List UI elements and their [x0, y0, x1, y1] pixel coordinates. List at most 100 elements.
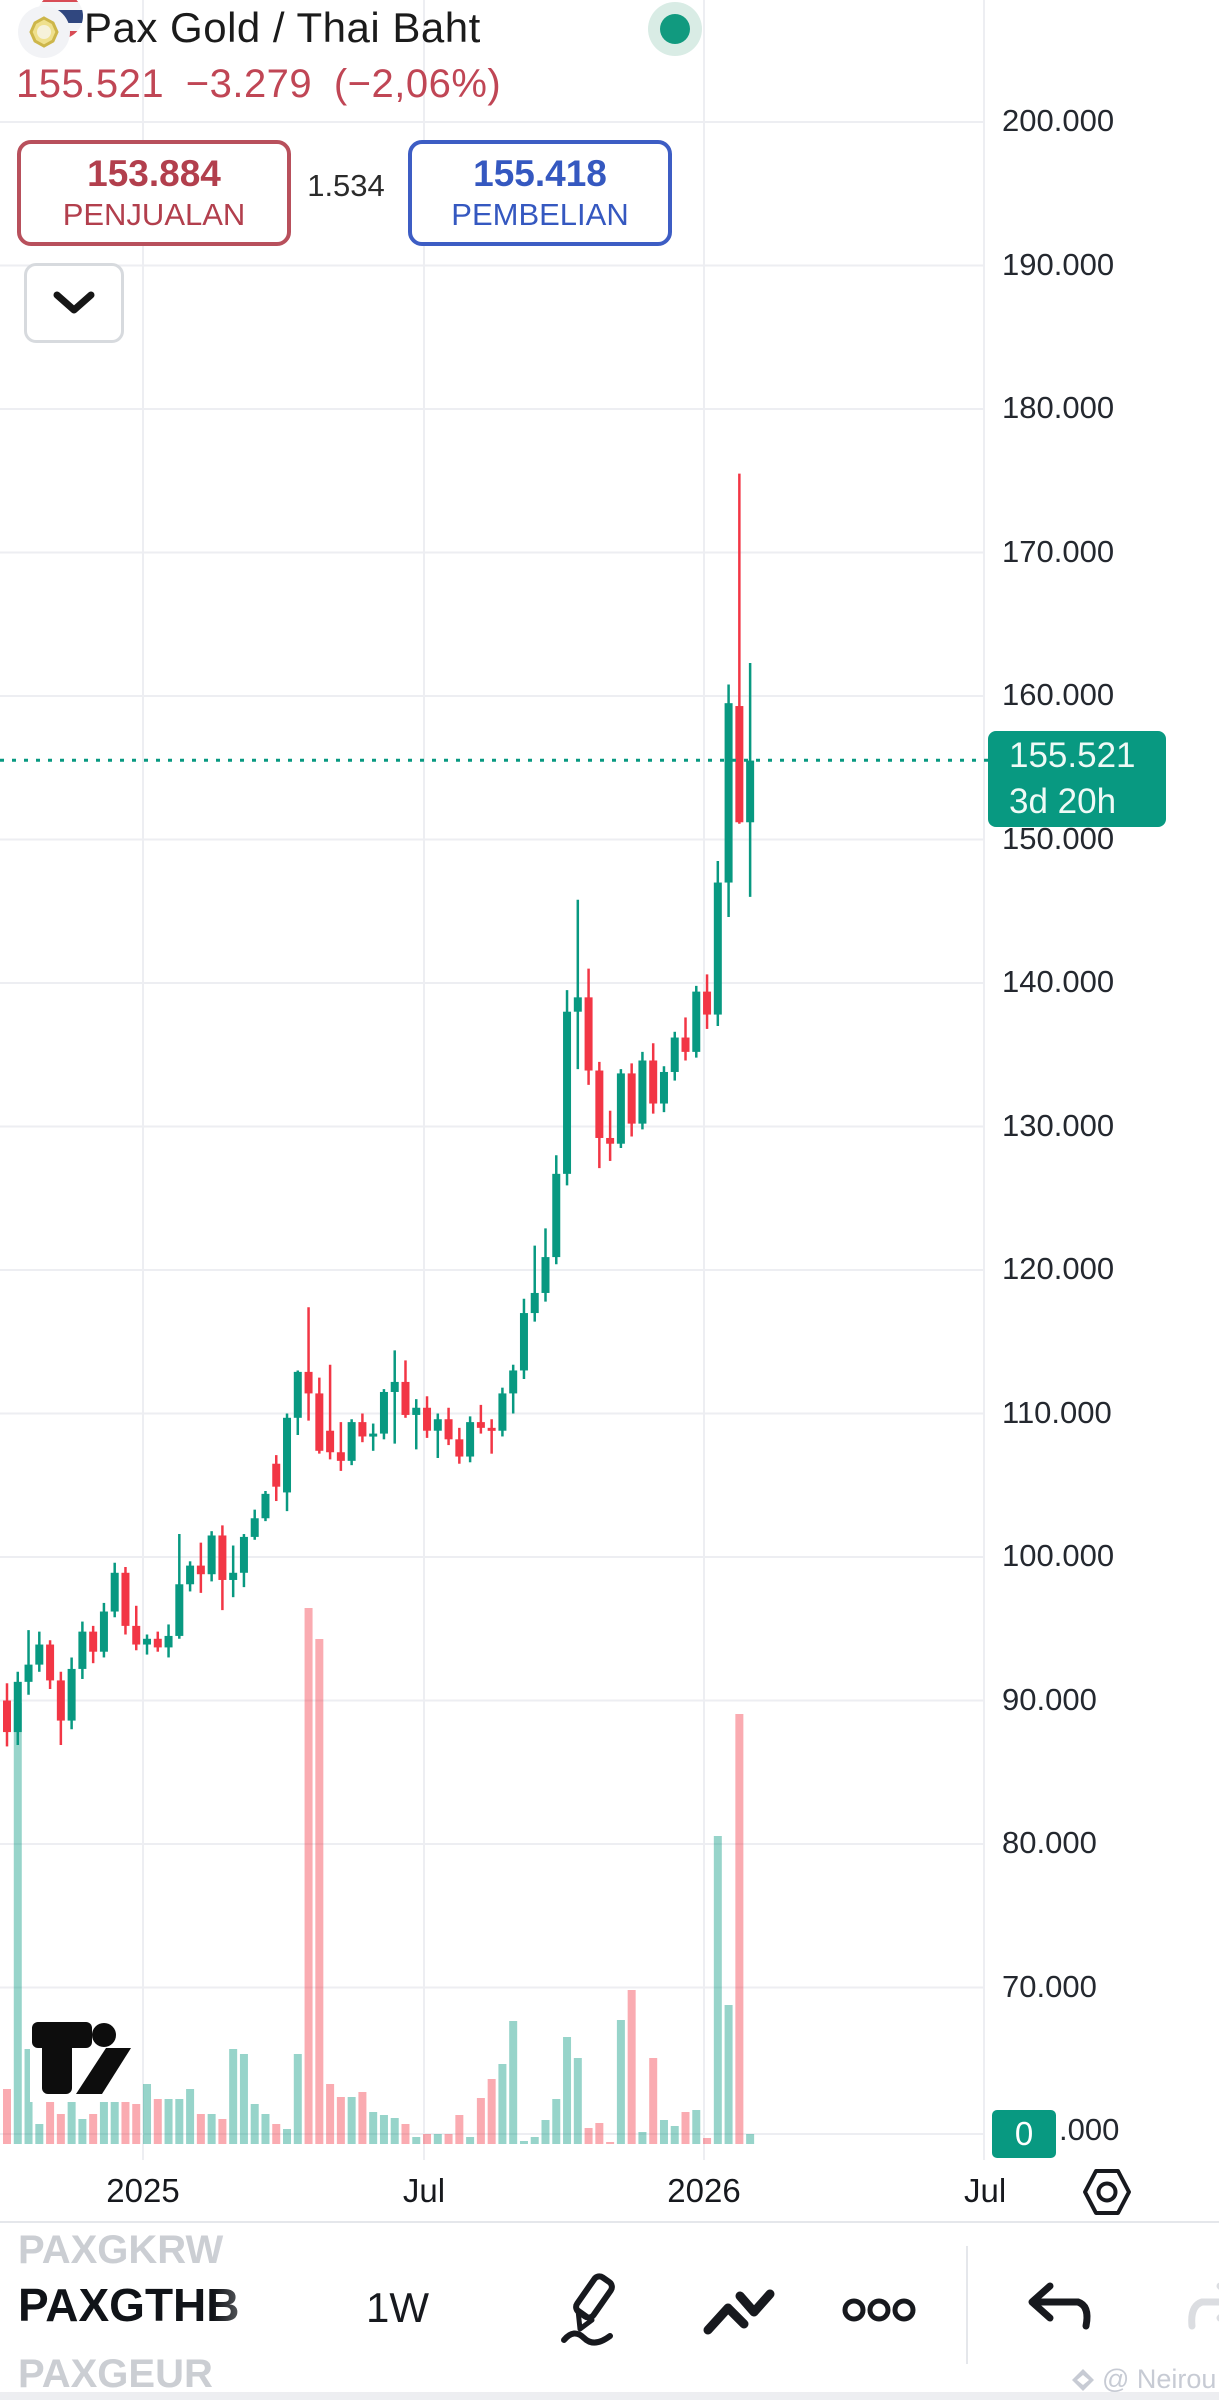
- candle-body: [89, 1631, 98, 1652]
- toolbar-vertical-divider: [966, 2246, 968, 2364]
- candle-body: [175, 1584, 184, 1636]
- volume-bar: [46, 2094, 55, 2144]
- candle-body: [627, 1073, 636, 1124]
- candle-body: [153, 1638, 162, 1648]
- volume-bar: [530, 2137, 539, 2144]
- redo-icon[interactable]: [1188, 2268, 1219, 2352]
- candle-body: [347, 1422, 356, 1461]
- candle-body: [24, 1664, 33, 1682]
- volume-bar: [369, 2112, 378, 2144]
- sell-label: PENJUALAN: [62, 197, 246, 232]
- price-axis-label: 110.000: [1002, 1394, 1112, 1430]
- volume-bar: [283, 2129, 292, 2144]
- candle-body: [218, 1535, 227, 1580]
- candle-body: [164, 1635, 173, 1648]
- candle-body: [509, 1370, 518, 1394]
- volume-bar: [218, 2119, 227, 2144]
- undo-icon[interactable]: [1012, 2268, 1096, 2352]
- candle-body: [476, 1422, 485, 1428]
- draw-pencil-icon[interactable]: [556, 2268, 640, 2352]
- candle-body: [13, 1681, 22, 1733]
- volume-bar: [293, 2054, 302, 2144]
- candle-body: [207, 1535, 216, 1575]
- watermark-logo-icon: [1072, 2368, 1094, 2391]
- last-price: 155.521: [16, 62, 165, 106]
- clipped-price-label: .000: [1059, 2112, 1120, 2147]
- ticker-item-next[interactable]: PAXGEUR: [18, 2352, 213, 2396]
- tradingview-logo: [30, 2016, 134, 2102]
- volume-bar: [99, 2074, 108, 2144]
- volume-bar: [552, 2099, 561, 2144]
- page-title: Pax Gold / Thai Baht: [84, 4, 481, 51]
- market-status-icon[interactable]: [648, 2, 702, 56]
- candle-body: [132, 1625, 141, 1645]
- volume-bar: [347, 2097, 356, 2144]
- volume-bar: [35, 2124, 44, 2144]
- last-price-label: 155.521 3d 20h: [988, 731, 1166, 827]
- candle-body: [735, 706, 744, 823]
- volume-bar: [659, 2120, 668, 2144]
- volume-bar: [681, 2112, 690, 2144]
- volume-bar: [692, 2110, 701, 2144]
- price-axis-label: 120.000: [1002, 1251, 1115, 1286]
- candle-body: [369, 1433, 378, 1437]
- candlestick-chart[interactable]: [0, 0, 1219, 2160]
- buy-button[interactable]: 155.418 PEMBELIAN: [408, 140, 672, 246]
- bar-countdown: 3d 20h: [1009, 782, 1117, 821]
- volume-bar: [735, 1714, 744, 2144]
- price-axis-label: 130.000: [1002, 1107, 1115, 1143]
- volume-bar: [390, 2118, 399, 2144]
- volume-bar: [746, 2134, 755, 2144]
- candle-body: [379, 1391, 388, 1434]
- volume-bar: [78, 2119, 87, 2144]
- ticker-item-prev[interactable]: PAXGKRW: [18, 2228, 224, 2272]
- volume-bar: [379, 2115, 388, 2144]
- axis-settings-gear-icon[interactable]: [1080, 2164, 1134, 2220]
- volume-bar: [584, 2128, 593, 2144]
- timeframe-selector[interactable]: 1W: [366, 2284, 429, 2331]
- volume-bar: [509, 2021, 518, 2144]
- volume-bar: [121, 2069, 130, 2144]
- candle-body: [239, 1536, 248, 1573]
- candle-body: [336, 1452, 345, 1461]
- pax-gold-coin-icon: [18, 6, 70, 58]
- candle-body: [746, 760, 755, 823]
- more-options-icon[interactable]: [836, 2268, 920, 2352]
- time-axis-label: 2026: [667, 2172, 741, 2209]
- volume-bar: [89, 2114, 98, 2144]
- volume-bar: [24, 2049, 33, 2144]
- volume-bar: [401, 2124, 410, 2144]
- volume-bar: [3, 2089, 11, 2144]
- candle-body: [681, 1037, 690, 1052]
- ticker-item-current[interactable]: PAXGTHB: [18, 2279, 240, 2331]
- candle-body: [229, 1572, 238, 1580]
- candle-body: [444, 1419, 453, 1440]
- volume-bar: [573, 2058, 582, 2144]
- price-axis-label: 170.000: [1002, 533, 1115, 569]
- candle-body: [401, 1381, 410, 1415]
- volume-bar: [326, 2084, 335, 2144]
- candle-body: [35, 1644, 44, 1665]
- chart-canvas[interactable]: [0, 0, 1219, 2160]
- volume-bar: [13, 1703, 22, 2144]
- indicators-icon[interactable]: [696, 2268, 780, 2352]
- collapse-panel-button[interactable]: [24, 263, 124, 343]
- candle-body: [283, 1417, 292, 1493]
- candle-body: [46, 1644, 55, 1681]
- watermark-text: @ Neirou: [1102, 2364, 1217, 2394]
- candle-body: [358, 1422, 367, 1437]
- sell-button[interactable]: 153.884 PENJUALAN: [17, 140, 291, 246]
- volume-bar: [466, 2137, 475, 2144]
- volume-bar: [164, 2099, 173, 2144]
- price-axis-label: 140.000: [1002, 964, 1115, 999]
- candle-body: [423, 1407, 432, 1431]
- volume-bar: [487, 2079, 496, 2144]
- volume-bar: [261, 2114, 270, 2144]
- price-row: 155.521 −3.279 (−2,06%): [16, 62, 511, 107]
- volume-bar: [315, 1639, 324, 2144]
- candle-body: [498, 1393, 507, 1431]
- candle-body: [724, 703, 733, 883]
- candle-body: [293, 1371, 302, 1418]
- price-change-pct: (−2,06%): [333, 62, 502, 106]
- volume-bar: [606, 2142, 615, 2144]
